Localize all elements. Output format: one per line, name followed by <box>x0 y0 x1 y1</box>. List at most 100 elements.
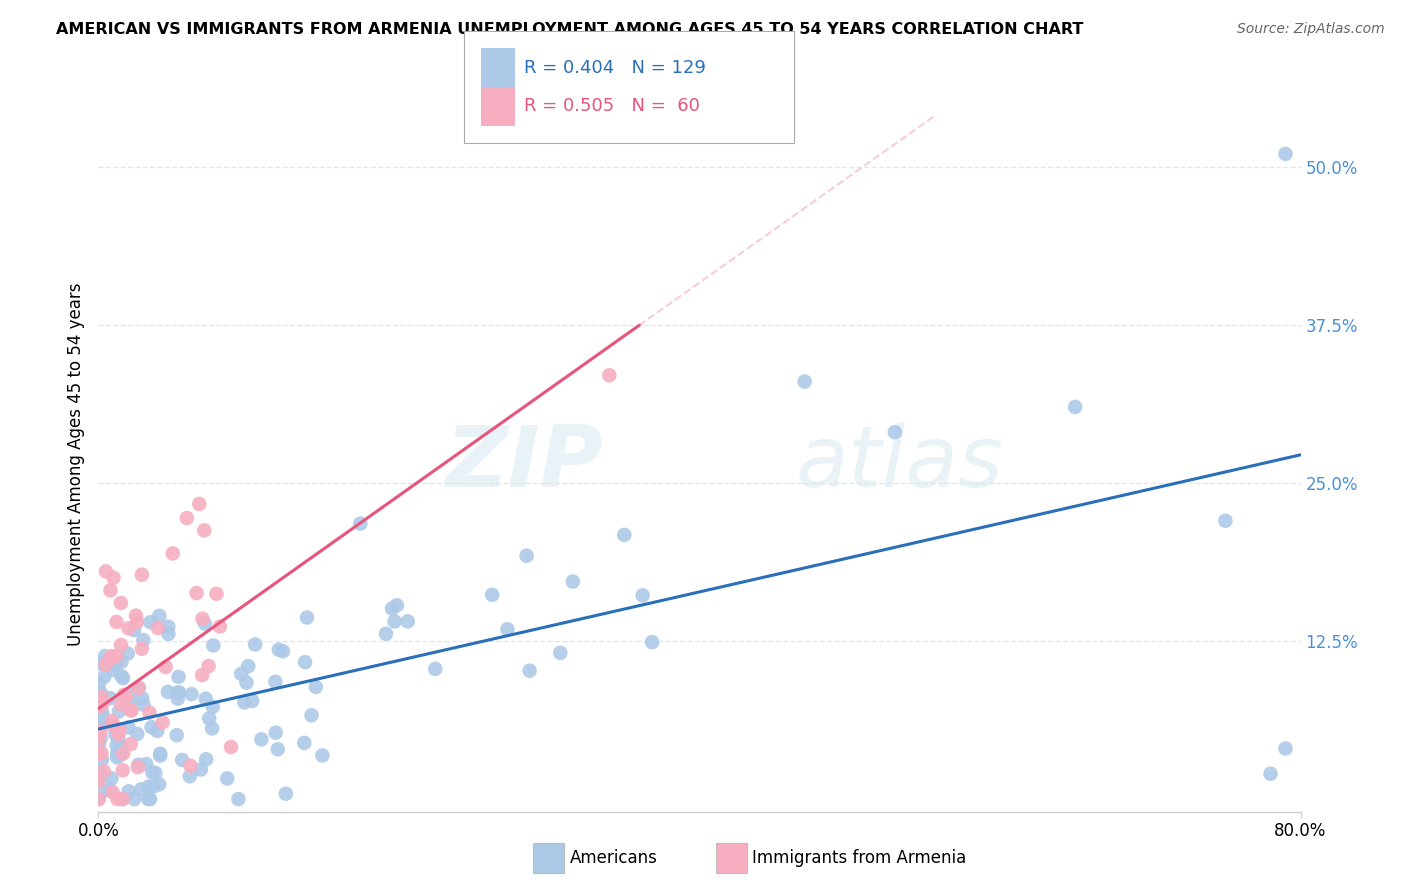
Point <box>104 727 127 741</box>
Text: AMERICAN VS IMMIGRANTS FROM ARMENIA UNEMPLOYMENT AMONG AGES 45 TO 54 YEARS CORRE: AMERICAN VS IMMIGRANTS FROM ARMENIA UNEM… <box>56 22 1084 37</box>
Point <box>131 691 153 706</box>
Point <box>301 708 323 723</box>
Point <box>267 742 290 756</box>
Point <box>127 760 149 774</box>
Point <box>87 738 110 752</box>
Point <box>91 784 114 798</box>
Point <box>156 685 179 699</box>
Point <box>375 627 398 641</box>
Point <box>87 792 110 806</box>
Point <box>231 666 253 681</box>
Point <box>110 638 132 652</box>
Point <box>107 792 129 806</box>
Point <box>129 782 152 797</box>
Point <box>180 687 202 701</box>
Point <box>101 714 124 729</box>
Point <box>157 620 180 634</box>
Point <box>111 792 134 806</box>
Point <box>793 375 815 389</box>
Point <box>217 772 239 786</box>
Point <box>117 621 139 635</box>
Point <box>100 651 122 665</box>
Point <box>235 675 257 690</box>
Point <box>141 720 163 734</box>
Point <box>250 732 273 747</box>
Point <box>267 642 290 657</box>
Point <box>172 753 194 767</box>
Point <box>94 649 117 664</box>
Point <box>110 669 132 683</box>
Point <box>90 690 112 705</box>
Point <box>205 587 228 601</box>
Y-axis label: Unemployment Among Ages 45 to 54 years: Unemployment Among Ages 45 to 54 years <box>66 282 84 646</box>
Point <box>131 641 153 656</box>
Point <box>219 740 242 755</box>
Point <box>121 703 143 717</box>
Point <box>138 780 160 794</box>
Point <box>271 644 294 658</box>
Point <box>481 588 503 602</box>
Point <box>1215 514 1237 528</box>
Point <box>87 735 110 749</box>
Point <box>191 612 214 626</box>
Point <box>91 697 114 711</box>
Point <box>166 728 188 742</box>
Point <box>167 670 190 684</box>
Point <box>598 368 620 383</box>
Point <box>91 710 114 724</box>
Text: atlas: atlas <box>796 422 1004 506</box>
Point <box>105 615 128 629</box>
Point <box>188 497 211 511</box>
Text: Americans: Americans <box>569 849 658 867</box>
Point <box>384 615 406 629</box>
Point <box>179 769 201 783</box>
Point <box>1274 147 1296 161</box>
Point <box>883 425 905 440</box>
Point <box>146 723 169 738</box>
Point <box>90 731 112 745</box>
Point <box>108 748 131 763</box>
Point <box>105 648 128 663</box>
Point <box>294 655 316 669</box>
Point <box>155 660 177 674</box>
Point <box>122 623 145 637</box>
Point <box>157 627 180 641</box>
Point <box>311 748 333 763</box>
Point <box>94 565 117 579</box>
Text: ZIP: ZIP <box>446 422 603 506</box>
Point <box>101 718 124 732</box>
Point <box>550 646 572 660</box>
Point <box>195 752 218 766</box>
Point <box>111 740 134 755</box>
Point <box>89 724 111 739</box>
Point <box>186 586 208 600</box>
Point <box>100 772 122 786</box>
Point <box>120 737 142 751</box>
Point <box>112 671 135 685</box>
Point <box>238 659 260 673</box>
Point <box>110 596 132 610</box>
Point <box>117 721 139 735</box>
Point <box>1064 400 1087 414</box>
Point <box>142 780 165 794</box>
Point <box>146 621 169 635</box>
Point <box>139 615 162 630</box>
Point <box>381 601 404 615</box>
Point <box>87 699 110 714</box>
Point <box>516 549 538 563</box>
Point <box>264 725 287 739</box>
Point <box>166 691 188 706</box>
Point <box>101 785 124 799</box>
Point <box>191 668 214 682</box>
Point <box>93 670 115 684</box>
Point <box>89 712 111 726</box>
Text: Immigrants from Armenia: Immigrants from Armenia <box>752 849 966 867</box>
Point <box>201 699 224 714</box>
Point <box>1274 741 1296 756</box>
Point <box>112 747 135 761</box>
Point <box>110 655 132 669</box>
Point <box>138 706 160 720</box>
Point <box>132 633 155 648</box>
Point <box>107 727 129 741</box>
Point <box>103 571 125 585</box>
